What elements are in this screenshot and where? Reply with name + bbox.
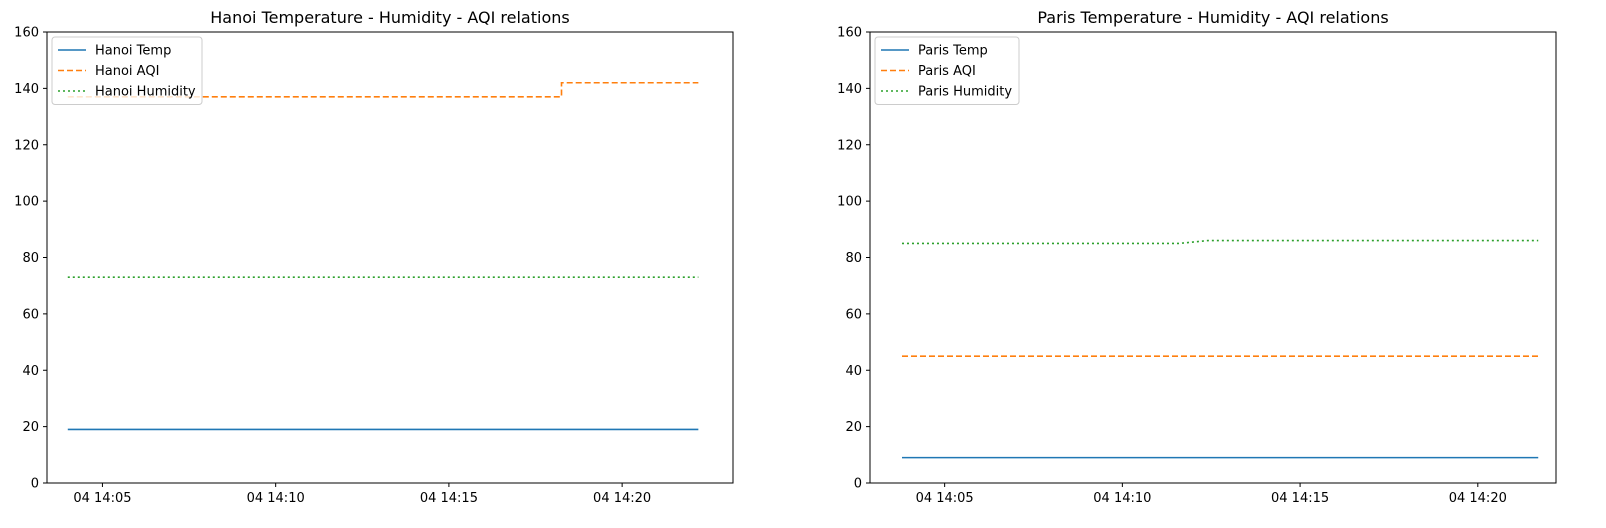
series-line-2 — [67, 81, 699, 98]
y-tick-label: 60 — [22, 307, 39, 322]
y-tick-label: 20 — [22, 420, 39, 435]
chart-title: Paris Temperature - Humidity - AQI relat… — [1037, 8, 1388, 27]
legend-label: Hanoi Humidity — [95, 85, 196, 100]
y-tick-label: 160 — [837, 26, 862, 41]
legend-box — [874, 36, 1020, 105]
y-tick-label: 0 — [854, 477, 862, 492]
legend-box — [51, 36, 203, 105]
legend-label: Paris Humidity — [918, 85, 1012, 100]
y-tick-label: 80 — [845, 251, 862, 266]
x-tick-label: 04 14:20 — [1449, 491, 1507, 506]
chart-panel-1: Hanoi Temperature - Humidity - AQI relat… — [14, 8, 734, 506]
chart-title: Hanoi Temperature - Humidity - AQI relat… — [210, 8, 569, 27]
legend: Paris Temp Paris AQI Paris Humidity — [874, 36, 1020, 105]
y-tick-label: 120 — [837, 138, 862, 153]
legend-label: Hanoi AQI — [95, 64, 159, 79]
y-tick-label: 0 — [31, 477, 39, 492]
x-tick-label: 04 14:10 — [1093, 491, 1151, 506]
legend-label: Paris AQI — [918, 64, 976, 79]
legend-label: Paris Temp — [918, 44, 988, 59]
legend: Hanoi Temp Hanoi AQI Hanoi Humidity — [51, 36, 203, 105]
legend-label: Hanoi Temp — [95, 44, 171, 59]
x-tick-label: 04 14:15 — [420, 491, 478, 506]
x-tick-label: 04 14:05 — [916, 491, 974, 506]
chart-panel-2: Paris Temperature - Humidity - AQI relat… — [837, 8, 1557, 506]
x-tick-label: 04 14:20 — [593, 491, 651, 506]
y-tick-label: 140 — [14, 82, 39, 97]
x-tick-label: 04 14:15 — [1271, 491, 1329, 506]
x-tick-label: 04 14:10 — [247, 491, 305, 506]
y-tick-label: 100 — [14, 195, 39, 210]
series-line-3 — [901, 239, 1539, 245]
y-tick-label: 80 — [22, 251, 39, 266]
y-tick-label: 20 — [845, 420, 862, 435]
x-tick-label: 04 14:05 — [73, 491, 131, 506]
y-tick-label: 160 — [14, 26, 39, 41]
y-tick-label: 40 — [845, 364, 862, 379]
y-tick-label: 100 — [837, 195, 862, 210]
y-tick-label: 40 — [22, 364, 39, 379]
y-tick-label: 60 — [845, 307, 862, 322]
y-tick-label: 120 — [14, 138, 39, 153]
y-tick-label: 140 — [837, 82, 862, 97]
